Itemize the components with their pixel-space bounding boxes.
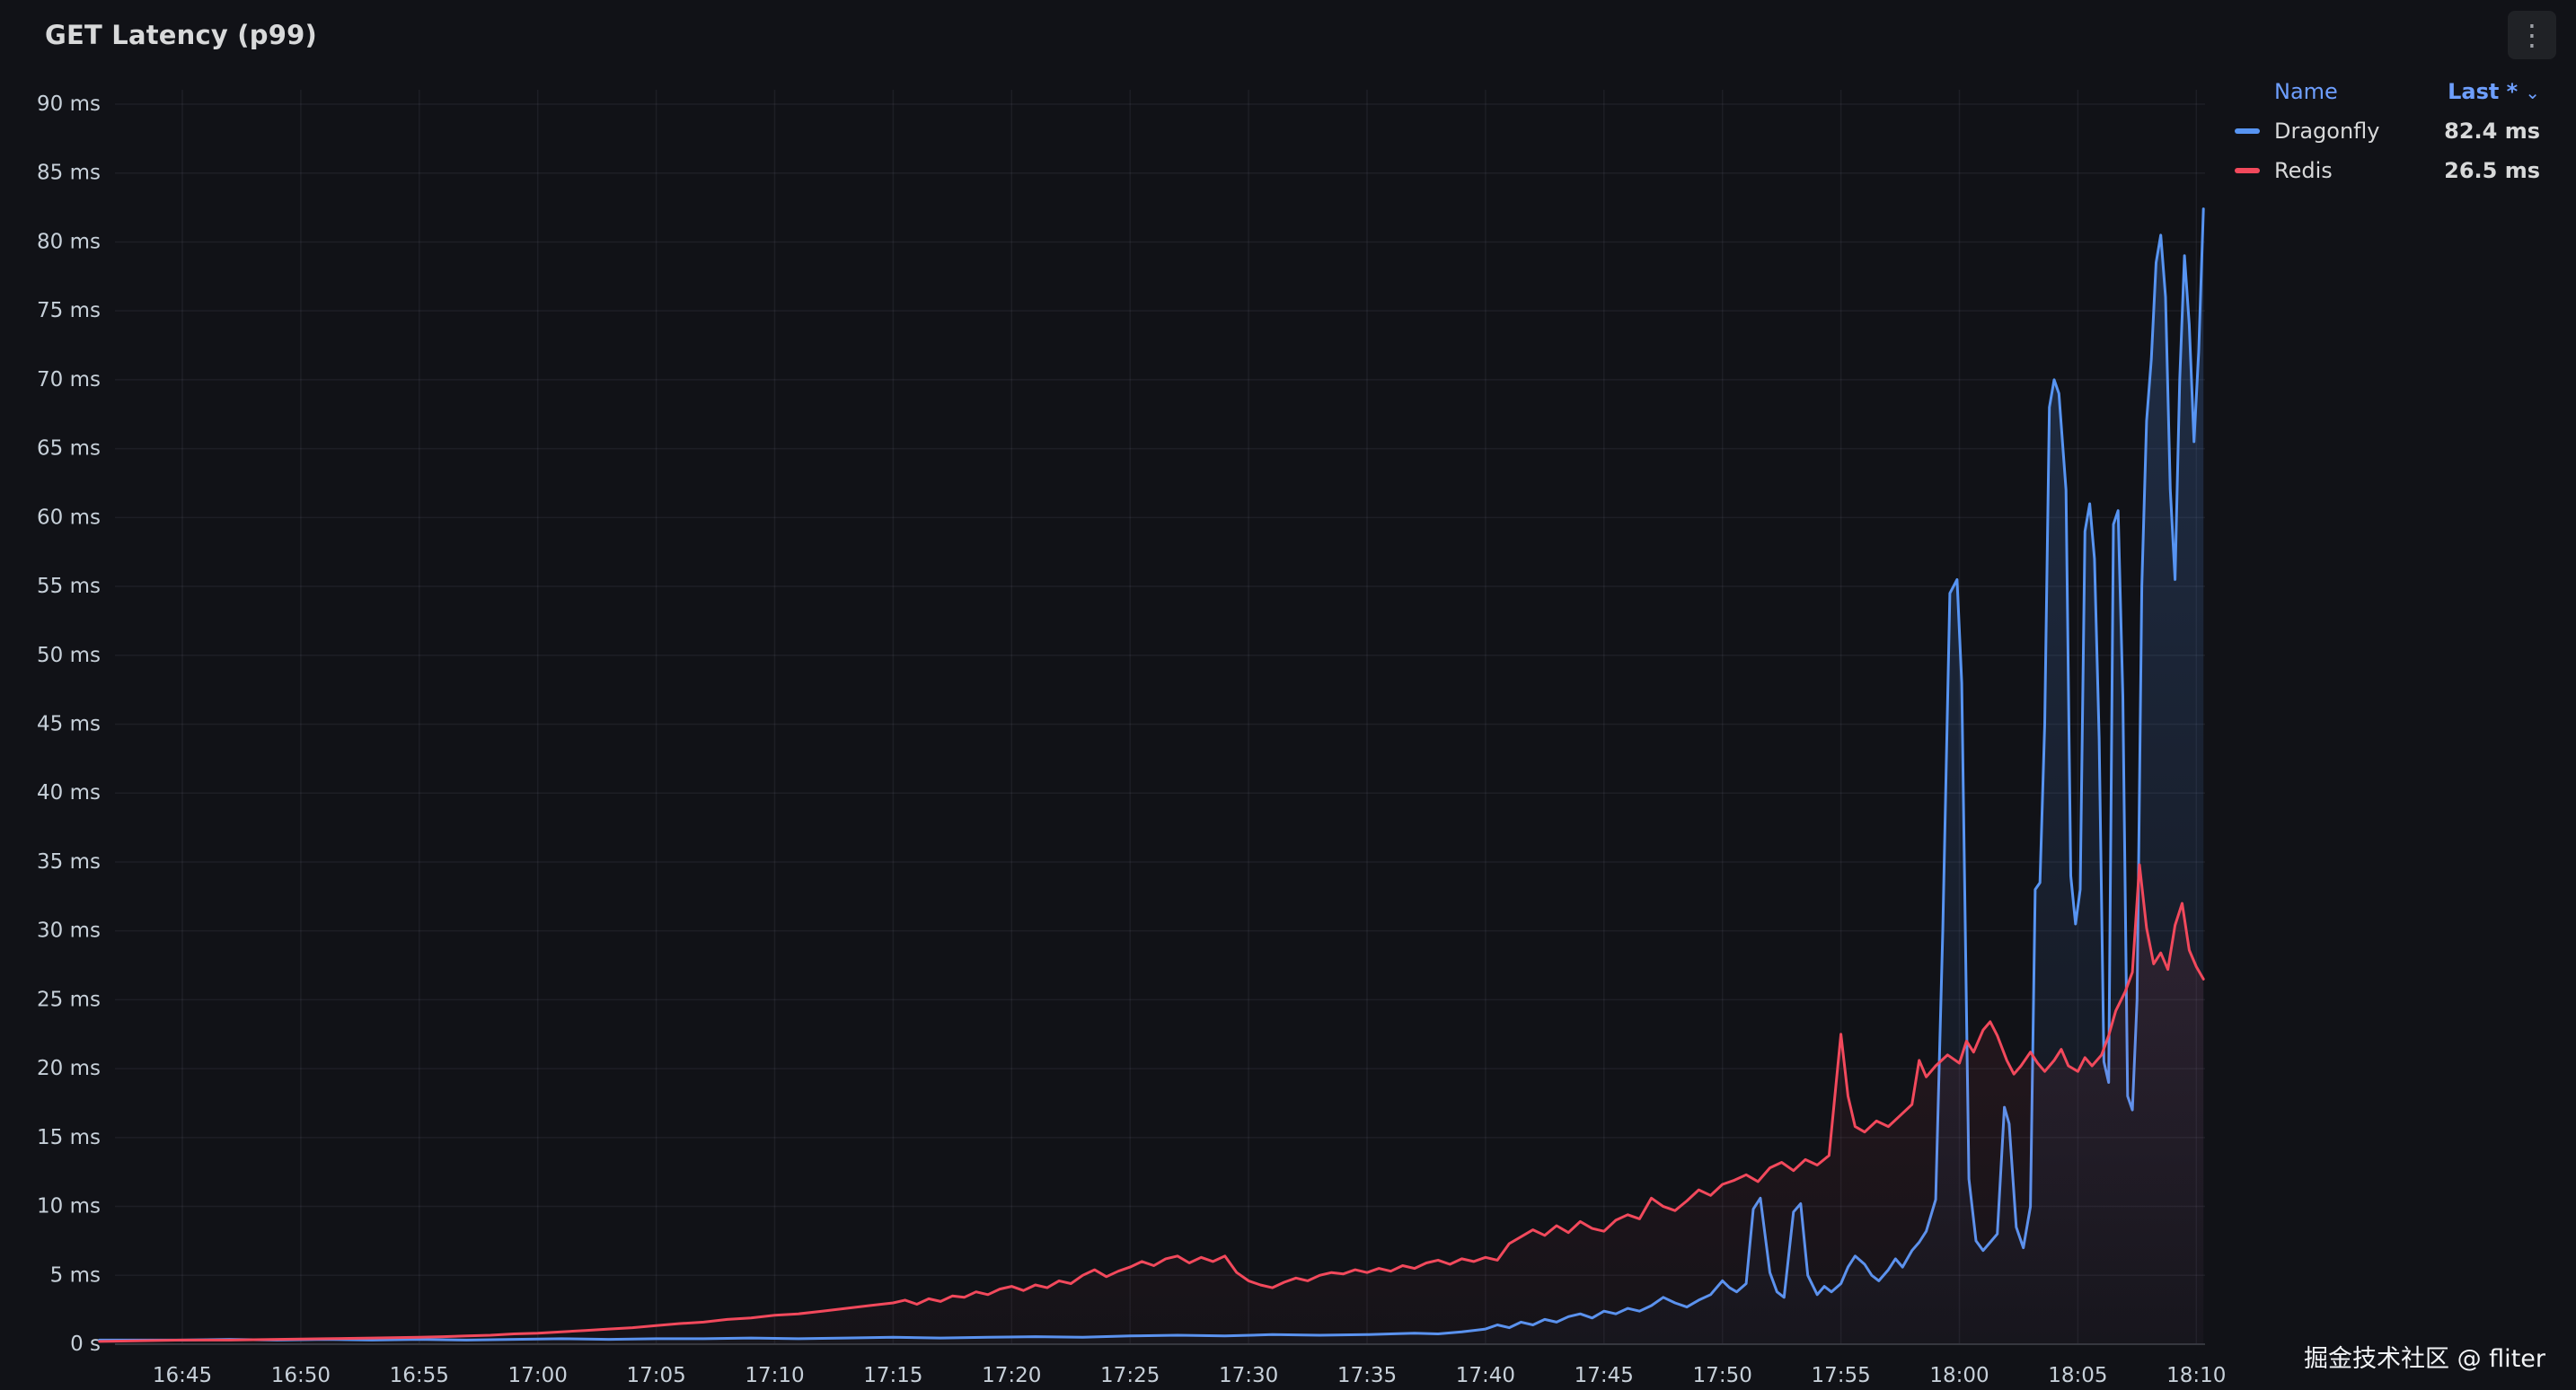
x-tick-label: 16:45 [153,1364,212,1387]
x-tick-label: 17:55 [1811,1364,1870,1387]
y-tick-label: 15 ms [37,1126,101,1149]
x-tick-label: 17:05 [626,1364,685,1387]
panel-header: GET Latency (p99) ⋮ [0,0,2576,70]
x-tick-label: 17:20 [982,1364,1041,1387]
x-tick-label: 18:10 [2166,1364,2226,1387]
legend-header-name[interactable]: Name [2274,79,2338,104]
x-tick-label: 17:00 [508,1364,568,1387]
panel-title: GET Latency (p99) [45,20,317,50]
x-tick-label: 17:15 [863,1364,922,1387]
series-line-redis [98,863,2205,1343]
panel-menu-button[interactable]: ⋮ [2508,11,2556,59]
y-tick-label: 20 ms [37,1057,101,1080]
legend-value-dragonfly: 82.4 ms [2444,119,2540,144]
x-tick-label: 16:55 [390,1364,449,1387]
legend-label-redis[interactable]: Redis [2274,158,2333,183]
y-tick-label: 85 ms [37,162,101,185]
y-tick-label: 75 ms [37,299,101,322]
watermark: 掘金技术社区 @ fliter [2304,1345,2545,1373]
y-tick-label: 5 ms [50,1263,101,1287]
y-tick-label: 40 ms [37,781,101,805]
x-tick-label: 16:50 [271,1364,331,1387]
legend-label-dragonfly[interactable]: Dragonfly [2274,119,2380,144]
y-tick-label: 80 ms [37,230,101,253]
x-tick-label: 17:10 [745,1364,804,1387]
series-swatch-dragonfly [2235,128,2260,134]
y-tick-label: 0 s [70,1333,101,1356]
legend: Name Last * ⌄ Dragonfly 82.4 ms Redis 26.… [2235,79,2540,183]
x-tick-label: 17:35 [1337,1364,1397,1387]
y-tick-label: 70 ms [37,368,101,391]
y-tick-label: 60 ms [37,506,101,529]
legend-header-last[interactable]: Last * ⌄ [2444,79,2540,104]
x-tick-label: 17:50 [1693,1364,1752,1387]
x-tick-label: 17:30 [1219,1364,1278,1387]
x-tick-label: 18:05 [2048,1364,2107,1387]
legend-value-redis: 26.5 ms [2444,158,2540,183]
x-tick-label: 17:40 [1456,1364,1515,1387]
x-tick-label: 17:45 [1575,1364,1634,1387]
sort-caret-icon: ⌄ [2525,82,2540,103]
kebab-icon: ⋮ [2518,18,2546,52]
x-tick-label: 18:00 [1929,1364,1989,1387]
y-tick-label: 10 ms [37,1195,101,1218]
series-area-redis [99,865,2204,1344]
y-tick-label: 55 ms [37,575,101,598]
legend-header-spacer [2235,89,2260,94]
y-tick-label: 65 ms [37,437,101,461]
y-tick-label: 50 ms [37,644,101,667]
y-tick-label: 35 ms [37,850,101,874]
y-tick-label: 90 ms [37,92,101,116]
x-tick-label: 17:25 [1100,1364,1160,1387]
y-tick-label: 25 ms [37,988,101,1011]
y-tick-label: 30 ms [37,919,101,943]
series-swatch-redis [2235,168,2260,173]
y-tick-label: 45 ms [37,713,101,736]
legend-header-last-label: Last * [2448,79,2519,104]
